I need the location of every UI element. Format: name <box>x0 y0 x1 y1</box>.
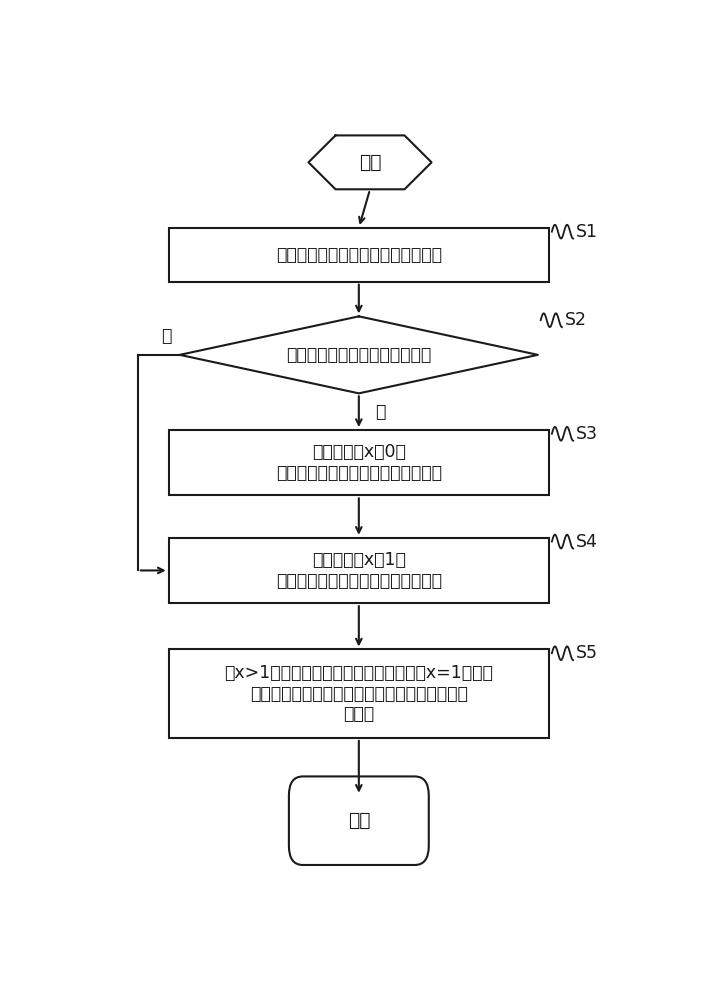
Text: S5: S5 <box>576 644 598 662</box>
FancyBboxPatch shape <box>289 776 429 865</box>
Text: 当x>1时，控制所述注塑机立即停车；当x=1时，则
将注塑机的功率调节至保护功率，并显示相应提
示信息: 当x>1时，控制所述注塑机立即停车；当x=1时，则 将注塑机的功率调节至保护功率… <box>225 664 493 723</box>
Text: S2: S2 <box>565 311 587 329</box>
Text: 否: 否 <box>161 327 171 345</box>
Text: 将超限数値x甲0，
分别显示对每个性能参数的判断结果: 将超限数値x甲0， 分别显示对每个性能参数的判断结果 <box>276 443 442 482</box>
Text: S3: S3 <box>576 425 598 443</box>
Text: 是: 是 <box>375 403 386 421</box>
Text: S4: S4 <box>576 533 598 551</box>
Text: S1: S1 <box>576 223 598 241</box>
Text: 开始: 开始 <box>359 153 381 172</box>
Text: 结束: 结束 <box>347 811 370 830</box>
Text: 将超限数値x加1，
分别显示对每个性能参数的判断结果: 将超限数値x加1， 分别显示对每个性能参数的判断结果 <box>276 551 442 590</box>
FancyBboxPatch shape <box>168 538 549 603</box>
Text: 实时获取注塑机的至少一个性能参数: 实时获取注塑机的至少一个性能参数 <box>276 246 442 264</box>
FancyBboxPatch shape <box>168 228 549 282</box>
Text: 性能参数均在各自的预设范围内: 性能参数均在各自的预设范围内 <box>286 346 432 364</box>
Polygon shape <box>308 135 432 189</box>
FancyBboxPatch shape <box>168 430 549 495</box>
FancyBboxPatch shape <box>168 649 549 738</box>
Polygon shape <box>180 316 538 393</box>
